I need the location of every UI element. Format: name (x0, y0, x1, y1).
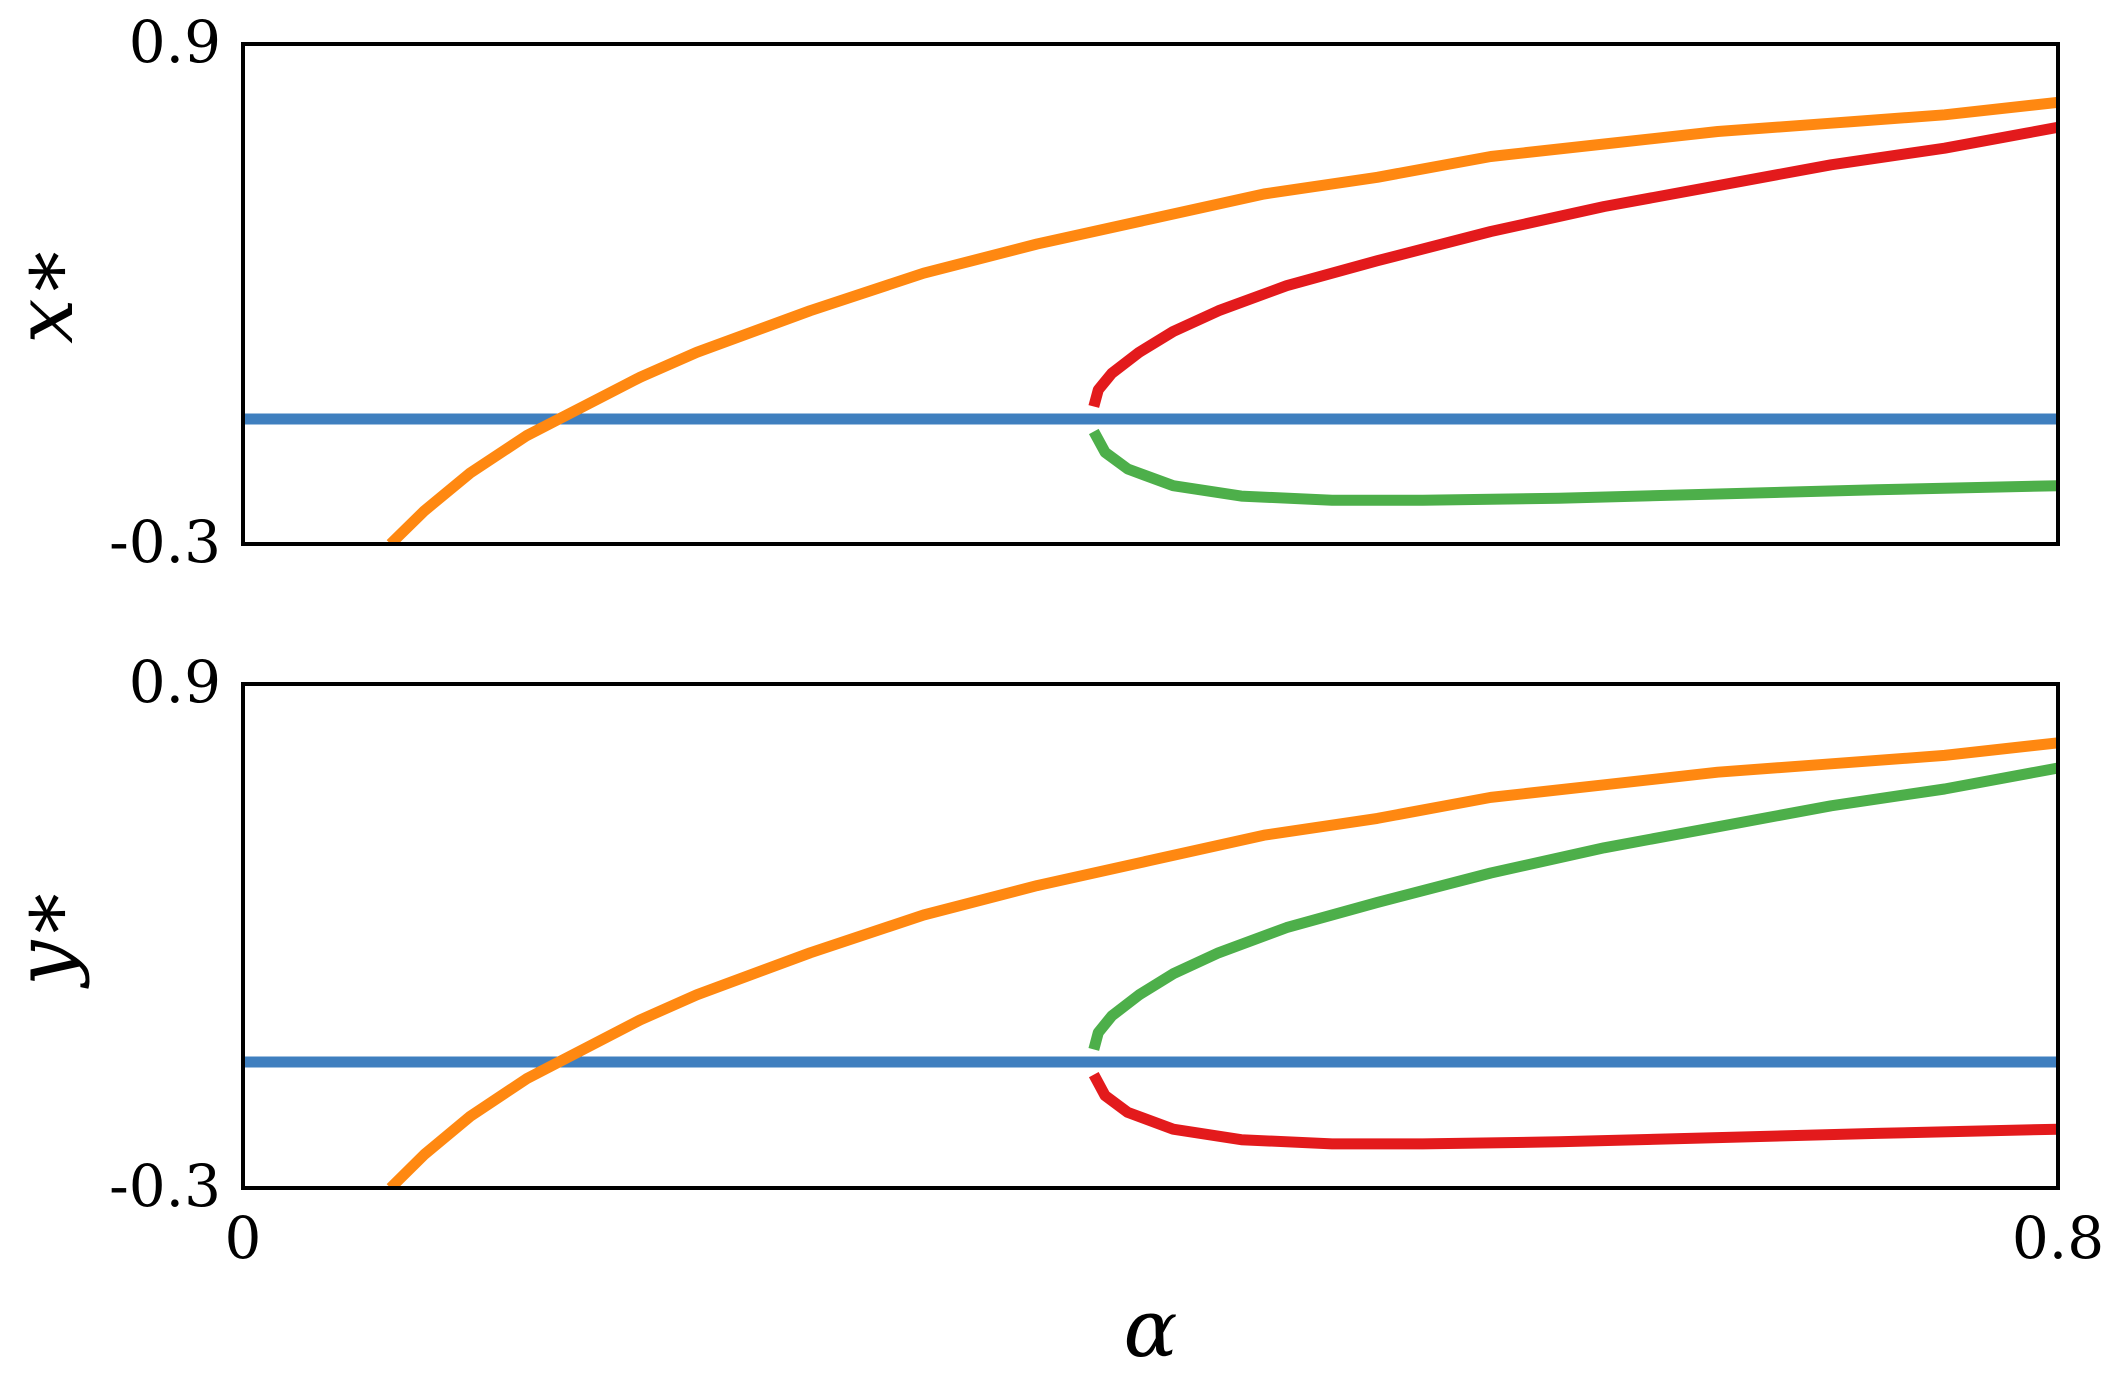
bottom-series-line-2 (386, 737, 2058, 1188)
top-plot-frame (241, 42, 2060, 546)
bottom-panel: 0.9 -0.30 0.8 y∗ α (0, 648, 2104, 1375)
bottom-ytick-label-max: 0.9 (129, 648, 221, 716)
top-ylabel: x∗ (0, 244, 91, 344)
top-ytick-label-max: 0.9 (129, 8, 221, 76)
top-series-line-4 (1088, 428, 2058, 506)
bottom-series-line-4 (1088, 1071, 2058, 1150)
bottom-series-group (243, 737, 2058, 1188)
bottom-xtick-label-min: 0 (225, 1204, 262, 1272)
bottom-xtick-label-max: 0.8 (2012, 1204, 2104, 1272)
bottom-plot-frame (241, 682, 2060, 1190)
top-ytick-label-min: -0.3 (109, 508, 221, 576)
top-panel: 0.9 -0.3 x∗ (0, 8, 2060, 576)
top-series-line-3 (1088, 121, 2058, 408)
bottom-series-line-3 (1088, 762, 2058, 1051)
top-series-group (243, 96, 2058, 544)
top-series-line-2 (386, 96, 2058, 544)
bottom-ylabel: y∗ (0, 886, 91, 989)
bottom-ytick-label-min: -0.3 (109, 1152, 221, 1220)
bottom-xlabel: α (1123, 1282, 1177, 1375)
